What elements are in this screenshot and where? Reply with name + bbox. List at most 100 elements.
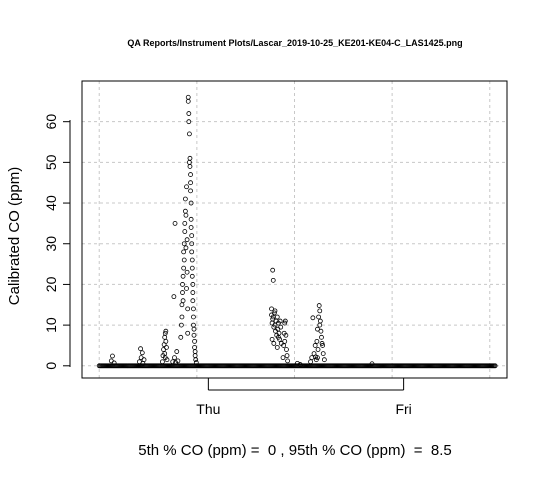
data-point xyxy=(180,273,186,279)
data-point xyxy=(315,347,321,352)
data-point xyxy=(271,310,277,316)
data-point xyxy=(270,267,276,273)
data-point xyxy=(186,131,192,137)
data-point xyxy=(316,303,322,308)
data-point xyxy=(492,363,498,369)
data-point xyxy=(282,320,288,326)
data-point xyxy=(182,220,188,226)
data-point xyxy=(318,328,324,334)
data-point xyxy=(321,357,327,363)
data-point xyxy=(271,341,277,346)
data-point xyxy=(270,277,276,283)
data-point xyxy=(163,328,169,334)
data-point xyxy=(163,338,169,344)
data-point xyxy=(182,229,188,234)
data-point xyxy=(182,196,188,202)
data-point xyxy=(141,357,147,363)
data-point xyxy=(317,322,323,328)
data-point xyxy=(314,338,320,344)
data-point xyxy=(188,216,194,222)
data-point xyxy=(190,298,196,304)
data-point xyxy=(189,249,195,255)
y-axis-label: Calibrated CO (ppm) xyxy=(6,167,23,305)
data-point xyxy=(183,245,189,251)
data-point xyxy=(276,334,281,340)
data-point xyxy=(160,359,165,365)
data-point xyxy=(184,286,189,291)
data-point xyxy=(269,336,275,342)
data-point xyxy=(184,184,189,190)
data-point xyxy=(187,164,193,169)
data-point xyxy=(282,318,288,324)
plot-frame xyxy=(81,80,508,379)
data-point xyxy=(183,212,189,218)
data-point xyxy=(172,220,178,226)
data-point xyxy=(191,306,196,312)
data-point xyxy=(190,282,196,287)
data-point xyxy=(316,314,322,320)
data-point xyxy=(171,294,177,300)
data-point xyxy=(186,111,192,116)
data-point xyxy=(181,265,187,271)
data-point xyxy=(283,332,289,338)
data-point xyxy=(180,282,185,287)
data-point xyxy=(185,330,191,336)
chart-title: QA Reports/Instrument Plots/Lascar_2019-… xyxy=(127,38,462,48)
data-point xyxy=(181,241,187,247)
data-point xyxy=(277,318,283,324)
data-point xyxy=(191,326,197,332)
data-point xyxy=(188,172,193,177)
data-point xyxy=(320,351,326,356)
data-point xyxy=(170,359,176,365)
data-point xyxy=(186,119,192,125)
data-point xyxy=(190,290,196,295)
data-point xyxy=(188,225,194,230)
data-point xyxy=(174,349,180,354)
data-point xyxy=(181,257,187,263)
data-point xyxy=(274,345,280,350)
data-point xyxy=(319,334,324,340)
data-point xyxy=(297,362,303,367)
data-point xyxy=(138,346,143,352)
data-point xyxy=(312,343,318,348)
data-point xyxy=(181,249,187,255)
data-point xyxy=(188,180,193,186)
data-point xyxy=(178,334,184,340)
data-point xyxy=(269,306,274,312)
y-tick-label: 40 xyxy=(43,195,59,211)
data-point xyxy=(185,306,191,312)
data-point xyxy=(315,326,320,332)
data-point xyxy=(162,330,168,336)
x-axis: Thu Fri xyxy=(196,378,412,417)
data-point xyxy=(280,355,286,361)
y-tick-label: 60 xyxy=(43,114,59,130)
data-point xyxy=(192,338,197,344)
data-point xyxy=(284,353,290,359)
y-axis: 0 10 20 30 40 50 60 xyxy=(43,114,71,370)
data-point xyxy=(310,315,316,321)
data-point xyxy=(180,290,185,295)
data-point xyxy=(164,345,169,350)
y-tick-label: 0 xyxy=(43,362,59,370)
data-point xyxy=(278,324,284,330)
data-point xyxy=(294,360,300,366)
data-point xyxy=(191,332,197,338)
data-point xyxy=(187,155,193,161)
data-point xyxy=(274,314,280,320)
data-point xyxy=(319,341,325,346)
x-tick-label: Thu xyxy=(196,401,220,417)
data-point xyxy=(139,350,145,356)
data-point xyxy=(317,308,323,314)
data-point xyxy=(189,265,195,271)
data-point xyxy=(284,347,289,352)
data-point xyxy=(188,200,194,206)
x-axis-label: 5th % CO (ppm) = 0 , 95th % CO (ppm) = 8… xyxy=(138,442,451,459)
data-point xyxy=(185,98,191,104)
data-point xyxy=(111,360,117,366)
x-tick-label: Fri xyxy=(395,401,411,417)
data-point xyxy=(272,308,278,314)
data-point xyxy=(184,237,190,243)
data-point xyxy=(282,338,288,344)
